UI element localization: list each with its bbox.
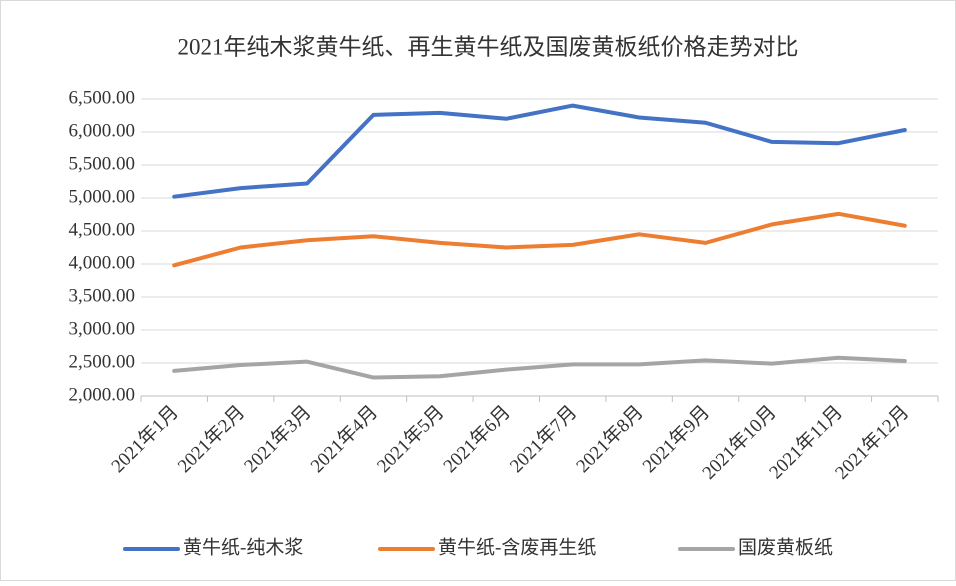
y-tick-label: 6,500.00	[69, 87, 136, 108]
legend-label: 国废黄板纸	[738, 536, 833, 558]
series-line	[172, 103, 907, 199]
y-tick-label: 6,000.00	[69, 120, 136, 141]
legend-label: 黄牛纸-含废再生纸	[438, 536, 596, 558]
y-tick-label: 3,000.00	[69, 318, 136, 339]
series-line	[172, 211, 907, 268]
y-tick-label: 4,500.00	[69, 219, 136, 240]
y-tick-label: 5,500.00	[69, 153, 136, 174]
y-tick-label: 5,000.00	[69, 186, 136, 207]
legend-label: 黄牛纸-纯木浆	[183, 536, 303, 558]
y-tick-label: 2,500.00	[69, 351, 136, 372]
y-tick-label: 2,000.00	[69, 384, 136, 405]
chart-title: 2021年纯木浆黄牛纸、再生黄牛纸及国废黄板纸价格走势对比	[178, 34, 799, 59]
series-line	[172, 355, 907, 380]
y-tick-label: 4,000.00	[69, 252, 136, 273]
y-tick-label: 3,500.00	[69, 285, 136, 306]
